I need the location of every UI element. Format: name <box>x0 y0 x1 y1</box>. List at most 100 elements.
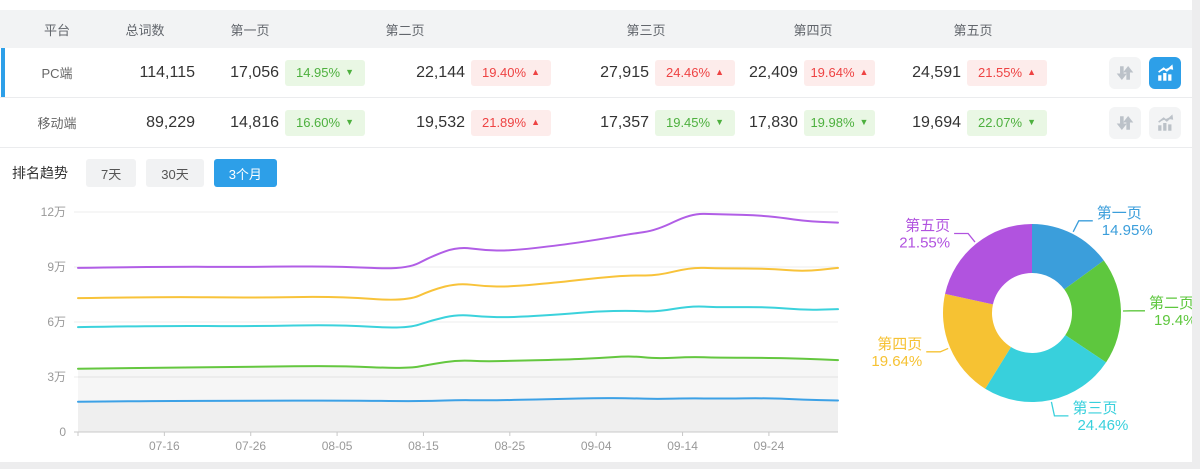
page3-count: 17,357 <box>600 113 649 131</box>
trend-section-bar: 排名趋势 7天 30天 3个月 <box>0 159 1192 187</box>
trend-chart-button[interactable] <box>1149 106 1181 139</box>
donut-label-第三页: 第三页 <box>1072 399 1117 417</box>
trend-chart-button[interactable] <box>1149 56 1181 89</box>
page1-count: 14,816 <box>230 113 279 131</box>
donut-label-第五页: 第五页 <box>905 217 950 235</box>
page3-cell: 17,357 19.45% ▼ <box>565 109 749 136</box>
row-actions <box>1061 56 1192 89</box>
col-header-platform: 平台 <box>43 22 70 38</box>
page4-count: 22,409 <box>749 63 798 81</box>
page1-count: 17,056 <box>230 63 279 81</box>
trend-arrow-icon: ▲ <box>531 67 540 77</box>
donut-label-第二页: 第二页 <box>1149 294 1192 312</box>
page2-change-badge: 21.89% ▲ <box>471 109 551 136</box>
table-row-pc[interactable]: PC端 114,115 17,056 14.95% ▼ 22,144 19.40%… <box>0 48 1192 98</box>
rank-trend-line-chart: 03万6万9万12万爱站网07-1607-2608-0508-1508-2509… <box>41 205 839 453</box>
y-axis-label: 6万 <box>47 315 66 329</box>
trend-arrow-icon: ▼ <box>859 117 869 127</box>
page5-cell: 19,694 22.07% ▼ <box>889 109 1061 136</box>
donut-slice-第五页[interactable] <box>945 224 1032 305</box>
trend-chart-icon <box>1158 63 1174 81</box>
page3-change-badge: 24.46% ▲ <box>655 59 735 86</box>
sort-button[interactable] <box>1109 56 1141 89</box>
platform-label: PC端 <box>41 66 73 81</box>
x-axis-label: 08-05 <box>322 439 353 453</box>
donut-label-第四页: 第四页 <box>877 335 922 353</box>
donut-pct-第二页: 19.4% <box>1154 312 1192 329</box>
donut-slice-第三页[interactable] <box>985 335 1107 402</box>
page5-count: 24,591 <box>912 63 961 81</box>
page5-change-badge: 21.55% ▲ <box>967 59 1047 86</box>
sort-button[interactable] <box>1109 106 1141 139</box>
donut-leader-line <box>1050 401 1069 417</box>
page1-cell: 14,816 16.60% ▼ <box>207 109 379 136</box>
x-axis-label: 08-25 <box>494 439 525 453</box>
y-axis-label: 9万 <box>47 260 66 274</box>
page1-change-badge: 16.60% ▼ <box>285 109 365 136</box>
trend-line-前四页累计[interactable] <box>77 266 839 301</box>
trend-arrow-icon: ▼ <box>715 117 724 127</box>
donut-slice-第一页[interactable] <box>1032 224 1104 290</box>
donut-pct-第五页: 21.55% <box>899 235 950 252</box>
table-header: 平台 总词数 第一页 第二页 第三页 第四页 第五页 <box>0 10 1192 48</box>
col-header-page2: 第二页 <box>385 22 425 38</box>
x-axis-label: 09-04 <box>581 439 612 453</box>
donut-pct-第四页: 19.64% <box>871 353 922 370</box>
dashboard-card: 平台 总词数 第一页 第二页 第三页 第四页 第五页 PC端 114,115 1… <box>0 0 1192 462</box>
trend-line-总词数[interactable] <box>77 212 839 270</box>
page2-change-badge: 19.40% ▲ <box>471 59 551 86</box>
platform-label: 移动端 <box>37 116 77 131</box>
donut-leader-line <box>926 347 949 353</box>
sort-arrows-icon <box>1116 115 1134 130</box>
page4-change-badge: 19.64% ▲ <box>803 59 875 86</box>
page4-change-badge: 19.98% ▼ <box>803 109 875 136</box>
col-header-page5: 第五页 <box>953 22 993 38</box>
page5-count: 19,694 <box>912 113 961 131</box>
y-axis-label: 3万 <box>47 370 66 384</box>
x-axis-label: 09-24 <box>754 439 785 453</box>
trend-title: 排名趋势 <box>12 165 68 181</box>
col-header-page1: 第一页 <box>230 22 270 38</box>
trend-arrow-icon: ▲ <box>531 117 540 127</box>
col-header-page4: 第四页 <box>793 22 833 38</box>
page5-change-badge: 22.07% ▼ <box>967 109 1047 136</box>
donut-pct-第一页: 14.95% <box>1102 222 1153 239</box>
page2-count: 22,144 <box>416 63 465 81</box>
tab-30-days[interactable]: 30天 <box>146 159 204 187</box>
col-header-total-words: 总词数 <box>125 22 165 38</box>
x-axis-label: 09-14 <box>667 439 698 453</box>
page4-cell: 22,409 19.64% ▲ <box>749 59 889 86</box>
x-axis-label: 08-15 <box>408 439 439 453</box>
page2-cell: 22,144 19.40% ▲ <box>379 59 565 86</box>
trend-chart-icon <box>1158 113 1174 131</box>
donut-slice-第二页[interactable] <box>1064 260 1121 363</box>
page2-cell: 19,532 21.89% ▲ <box>379 109 565 136</box>
trend-line-前三页累计[interactable] <box>77 305 839 329</box>
trend-arrow-icon: ▲ <box>1027 67 1036 77</box>
row-actions <box>1061 106 1192 139</box>
y-axis-label: 0 <box>59 425 66 439</box>
trend-line-第一页累计[interactable] <box>77 397 839 403</box>
total-words-value: 89,229 <box>146 113 195 131</box>
total-words-value: 114,115 <box>139 63 195 81</box>
page3-cell: 27,915 24.46% ▲ <box>565 59 749 86</box>
table-row-mobile[interactable]: 移动端 89,229 14,816 16.60% ▼ 19,532 21.89% ▲… <box>0 98 1192 148</box>
y-axis-label: 12万 <box>41 205 66 219</box>
donut-leader-line <box>954 232 976 243</box>
trend-arrow-icon: ▼ <box>345 67 354 77</box>
page3-count: 27,915 <box>600 63 649 81</box>
x-axis-label: 07-26 <box>235 439 266 453</box>
donut-slice-第四页[interactable] <box>943 293 1011 389</box>
page3-change-badge: 19.45% ▼ <box>655 109 735 136</box>
tab-7-days[interactable]: 7天 <box>86 159 137 187</box>
trend-line-前二页累计[interactable] <box>77 355 839 370</box>
trend-arrow-icon: ▲ <box>859 67 869 77</box>
tab-3-months[interactable]: 3个月 <box>213 159 277 187</box>
x-axis-label: 07-16 <box>149 439 180 453</box>
page1-cell: 17,056 14.95% ▼ <box>207 59 379 86</box>
sort-arrows-icon <box>1116 65 1134 80</box>
charts-area: 03万6万9万12万爱站网07-1607-2608-0508-1508-2509… <box>0 194 1192 462</box>
donut-label-第一页: 第一页 <box>1097 204 1142 222</box>
trend-arrow-icon: ▲ <box>715 67 724 77</box>
